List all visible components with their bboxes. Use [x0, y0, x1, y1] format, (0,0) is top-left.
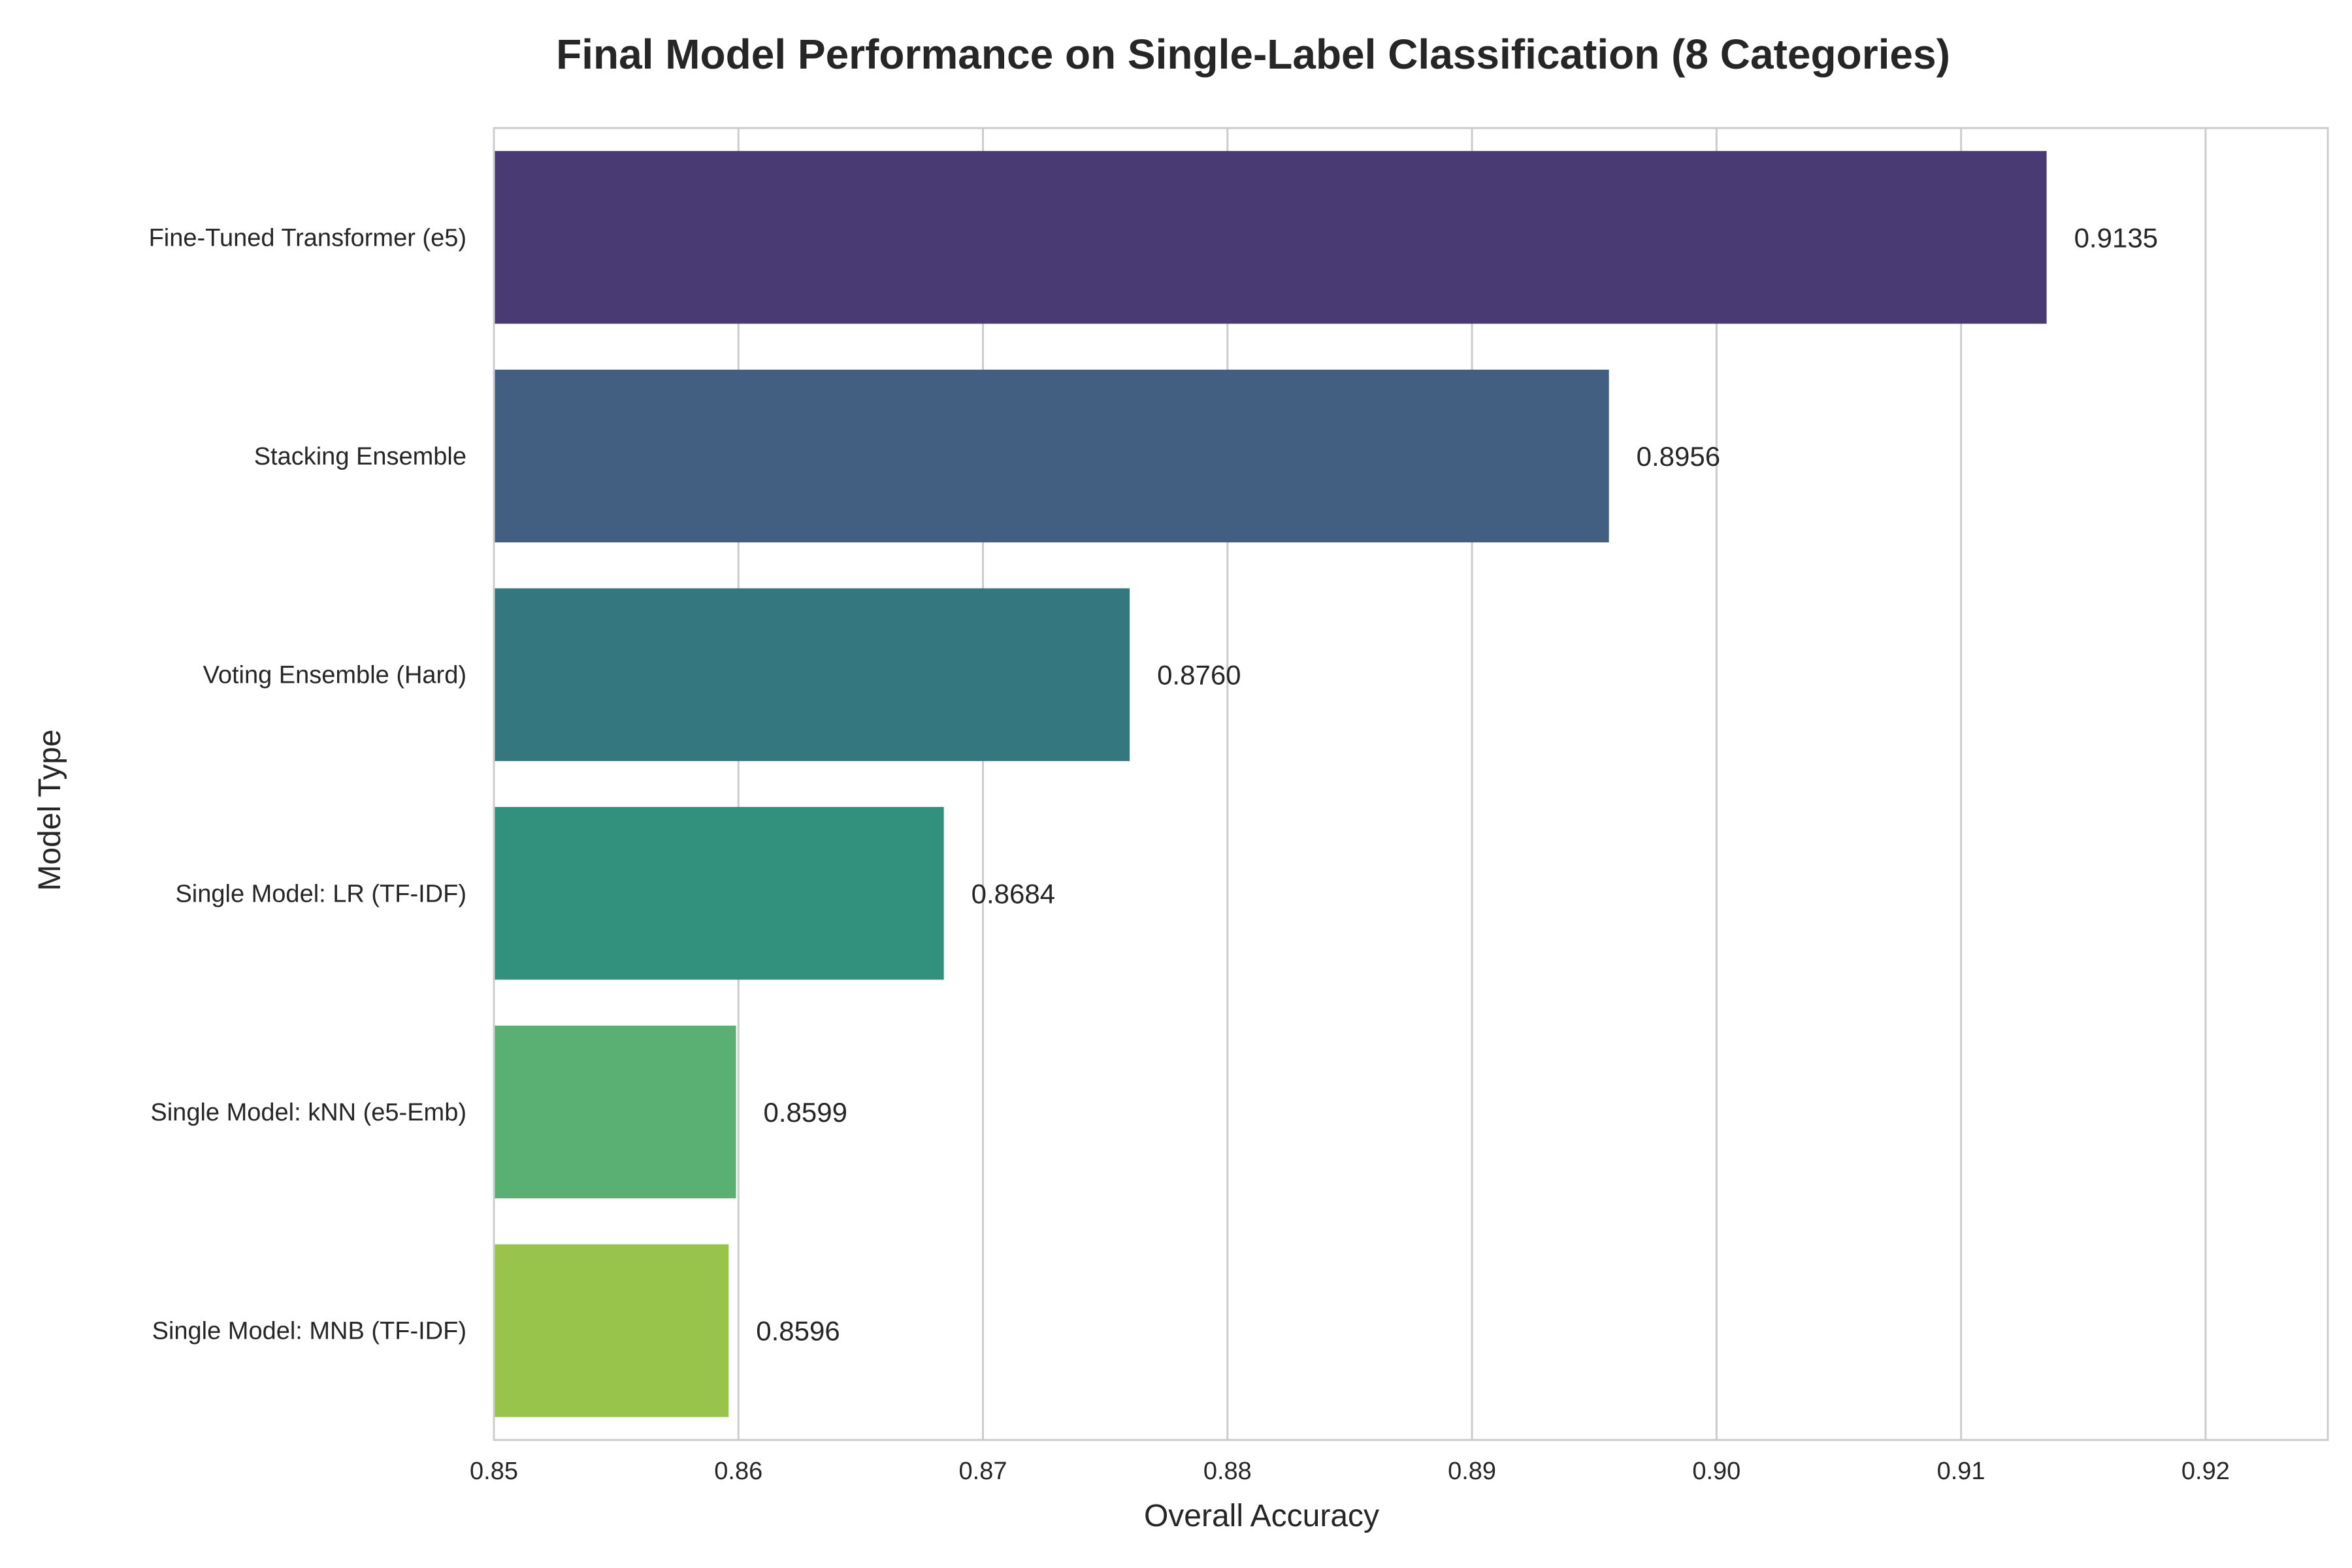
bar-value-label: 0.8599: [764, 1097, 847, 1128]
y-tick-label: Fine-Tuned Transformer (e5): [149, 224, 466, 252]
bar: [494, 369, 1609, 543]
x-tick-label: 0.85: [470, 1458, 518, 1485]
bar-value-label: 0.9135: [2074, 222, 2158, 253]
y-tick-label: Stacking Ensemble: [254, 443, 466, 470]
x-tick-label: 0.86: [714, 1458, 762, 1485]
chart-title: Final Model Performance on Single-Label …: [556, 31, 1950, 78]
x-tick-label: 0.91: [1937, 1458, 1985, 1485]
gridlines: [493, 128, 2207, 1440]
y-tick-label: Voting Ensemble (Hard): [203, 662, 466, 689]
value-labels: 0.9135 0.8956 0.8760 0.8684 0.8599 0.8596: [756, 222, 2158, 1346]
bar-value-label: 0.8956: [1637, 441, 1720, 472]
bar-value-label: 0.8760: [1157, 660, 1241, 691]
bar: [494, 588, 1130, 761]
y-tick-label: Single Model: LR (TF-IDF): [175, 880, 466, 907]
x-axis-label: Overall Accuracy: [1144, 1499, 1379, 1533]
bar: [494, 807, 944, 980]
y-tick-label: Single Model: MNB (TF-IDF): [152, 1318, 466, 1345]
bar: [494, 1025, 736, 1199]
bar-value-label: 0.8684: [972, 878, 1055, 909]
x-tick-label: 0.87: [959, 1458, 1007, 1485]
x-tick-label: 0.88: [1203, 1458, 1252, 1485]
x-tick-label: 0.89: [1448, 1458, 1496, 1485]
bars: [494, 151, 2047, 1417]
y-tick-label: Single Model: kNN (e5-Emb): [150, 1099, 466, 1126]
y-axis-label: Model Type: [33, 729, 67, 890]
bar: [494, 1244, 729, 1417]
x-tick-label: 0.92: [2181, 1458, 2230, 1485]
x-tick-label: 0.90: [1692, 1458, 1740, 1485]
bar: [494, 151, 2047, 324]
bar-value-label: 0.8596: [756, 1316, 840, 1347]
x-axis-ticks: 0.85 0.86 0.87 0.88 0.89 0.90 0.91 0.92: [470, 1458, 2230, 1485]
y-axis-ticks: Fine-Tuned Transformer (e5) Stacking Ense…: [149, 224, 466, 1345]
plot-frame: [493, 127, 2329, 1441]
